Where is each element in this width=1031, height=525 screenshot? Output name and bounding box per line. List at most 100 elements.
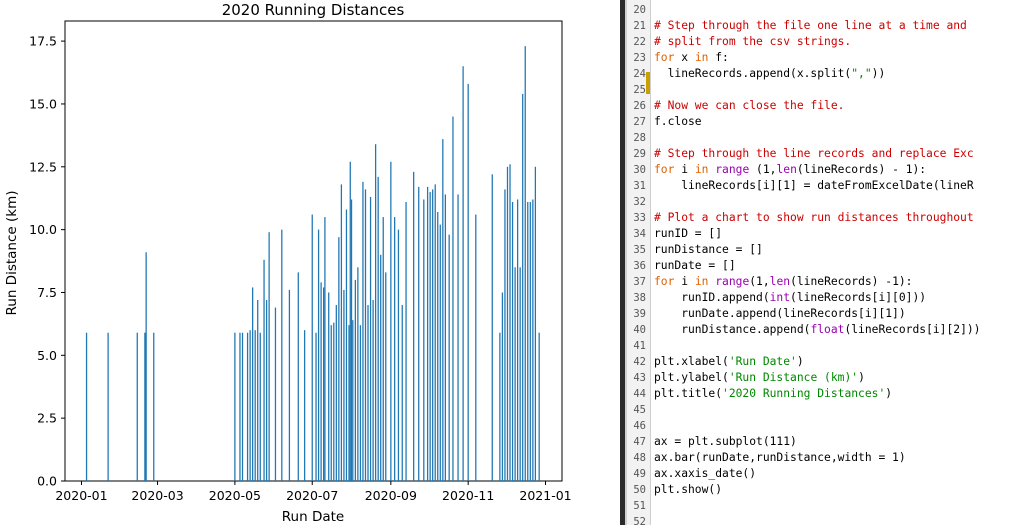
bar-2020-08-22 [377,176,379,481]
line-number: 32 [633,196,646,208]
window-divider-edge [625,0,627,525]
code-text: lineRecords[i][1] = dateFromExcelDate(li… [654,178,973,194]
code-token: plt.show() [654,483,723,496]
code-token-string: 'Run Distance (km)' [728,371,859,384]
line-number: 28 [633,132,646,144]
code-text: plt.xlabel('Run Date') [654,354,804,370]
code-token: runDate = [] [654,259,736,272]
code-text: for x in f: [654,50,729,66]
bar-2020-01-22 [107,332,109,481]
code-text: ax.xaxis_date() [654,466,756,482]
code-token: runID = [] [654,227,723,240]
bar-2020-02-14 [136,332,138,481]
x-tick-label: 2020-09 [365,488,417,503]
line-number: 50 [633,484,646,496]
bar-2020-11-07 [475,214,477,482]
code-token-comment: # split from the csv strings. [654,35,852,48]
bar-2020-07-11 [324,217,326,481]
bar-2020-10-24 [457,194,459,481]
bar-2020-10-06 [434,184,436,481]
code-text: runDistance.append(float(lineRecords[i][… [654,322,980,338]
line-number: 51 [633,500,646,512]
code-token-keyword: for [654,51,675,64]
bar-2020-05-24 [263,259,265,481]
y-tick-label: 7.5 [37,285,57,300]
line-number: 42 [633,356,646,368]
code-token: ) [858,371,865,384]
bar-2020-10-02 [429,191,431,481]
code-token: x [674,51,695,64]
line-number: 47 [633,436,646,448]
code-token-string: 'Run Date' [728,355,797,368]
x-tick-label: 2020-03 [131,488,183,503]
code-text: # split from the csv strings. [654,34,851,50]
bar-2020-11-30 [504,189,506,482]
bar-2020-02-20 [144,332,146,481]
bar-2020-08-14 [367,305,369,481]
code-token-keyword: in [694,51,709,64]
bar-2020-05-01 [234,332,236,481]
y-tick-label: 0.0 [37,474,57,489]
code-token: f: [708,51,729,64]
code-token: runDistance.append( [654,323,811,336]
code-text: runDate = [] [654,258,736,274]
bar-2020-08-24 [380,254,382,481]
bar-2020-12-18 [527,201,529,482]
line-number: 52 [633,516,646,525]
bar-2020-07-08 [320,282,322,481]
bar-2020-10-04 [432,189,434,482]
bar-2020-08-01 [350,199,353,481]
bar-2020-12-04 [509,164,511,481]
bar-2020-07-31 [349,161,351,481]
bar-2020-09-07 [397,229,400,481]
bar-2020-06-25 [303,330,306,481]
line-number: 25 [633,84,646,96]
bar-2020-05-07 [241,332,244,481]
code-token: lineRecords.append(x.split( [654,67,852,80]
code-token-keyword: in [694,275,709,288]
bar-2020-08-10 [362,181,364,481]
code-text: # Step through the line records and repl… [654,146,974,162]
line-number: 24 [633,68,646,80]
code-token: ax = plt.subplot(111) [654,435,797,448]
line-number: 37 [633,276,646,288]
bar-2020-07-22 [338,237,340,481]
bar-2020-02-21 [145,252,147,481]
line-number: 31 [633,180,646,192]
code-text: # Now we can close the file. [654,98,844,114]
code-token: (lineRecords[i][2])) [844,323,981,336]
line-number: 21 [633,20,646,32]
x-tick-label: 2020-05 [209,488,261,503]
fold-marker[interactable] [646,72,650,94]
bar-2020-10-20 [452,116,454,482]
bar-2020-09-01 [390,161,392,481]
y-tick-label: 12.5 [29,159,57,174]
code-text: ax.bar(runDate,runDistance,width = 1) [654,450,906,466]
code-token: )) [871,67,886,80]
bar-2020-12-02 [506,166,509,482]
code-text: runDistance = [] [654,242,763,258]
bar-2020-09-30 [426,186,429,481]
bar-2020-07-06 [317,229,320,481]
code-token: (1, [749,163,777,176]
line-number: 20 [633,4,646,16]
code-editor[interactable]: 20 21 # Step through the file one line at … [627,0,1031,525]
code-token-builtin: range [715,163,750,176]
bar-2020-05-13 [249,330,251,481]
code-token-builtin: range [715,275,750,288]
x-axis-ticks: 2020-01 2020-03 2020-05 2020-07 2020-09 2020-… [55,481,572,503]
bar-2020-01-05 [85,332,88,481]
bar-2020-10-08 [437,212,439,482]
bar-2020-09-10 [401,305,403,481]
y-tick-label: 17.5 [29,34,57,49]
window-divider[interactable] [620,0,625,525]
bar-2020-05-05 [239,332,241,481]
code-text: # Step through the file one line at a ti… [654,18,967,34]
line-number: 45 [633,404,646,416]
code-text: for i in range (1,len(lineRecords) - 1): [654,162,926,178]
bar-2020-06-13 [288,289,291,481]
line-number: 30 [633,164,646,176]
code-text: plt.ylabel('Run Distance (km)') [654,370,865,386]
code-token: (lineRecords) -1): [790,275,913,288]
bar-2020-05-21 [259,332,261,481]
